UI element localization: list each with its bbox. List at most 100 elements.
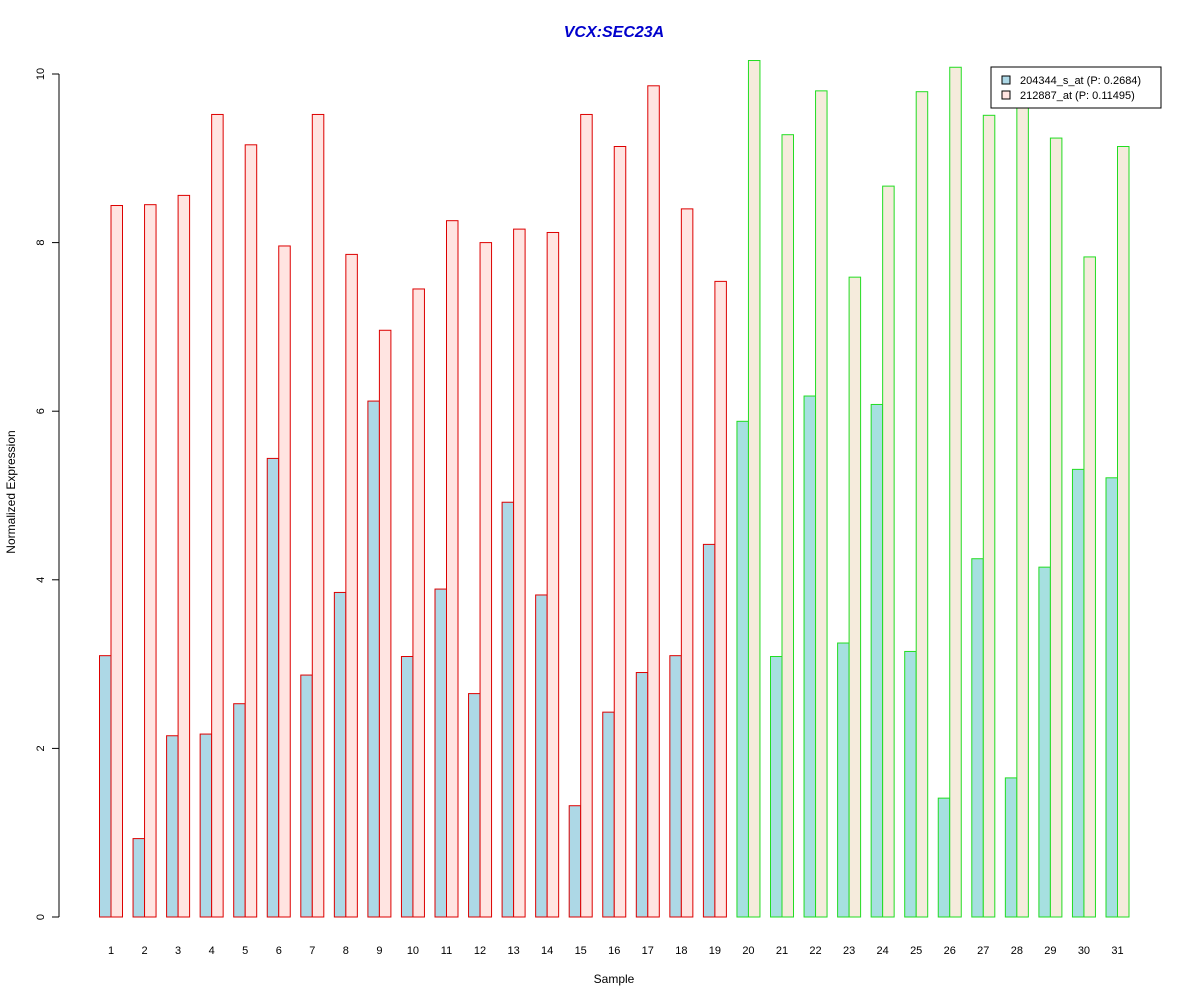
x-tick-label: 30 <box>1078 945 1090 957</box>
bar-series1-sample-18 <box>669 655 682 918</box>
bar-series1-sample-22 <box>803 395 817 918</box>
x-tick-label: 3 <box>175 945 181 957</box>
bar-series1-sample-5 <box>233 703 246 918</box>
x-tick-label: 22 <box>809 945 821 957</box>
bar-series2-sample-23 <box>848 276 862 918</box>
bar-series1-sample-7 <box>300 674 313 918</box>
bar-series2-sample-22 <box>815 90 828 918</box>
x-tick-label: 5 <box>242 945 248 957</box>
bar-series2-sample-6 <box>278 245 291 918</box>
bar-series1-sample-17 <box>635 672 649 918</box>
bar-series1-sample-20 <box>736 420 749 918</box>
x-tick-label: 29 <box>1044 945 1056 957</box>
y-tick-label: 8 <box>35 240 47 246</box>
bar-series2-sample-4 <box>211 113 224 918</box>
bar-series1-sample-30 <box>1071 468 1085 918</box>
bar-series1-sample-14 <box>535 594 548 918</box>
bar-series2-sample-2 <box>144 204 157 918</box>
legend-swatch-series1 <box>1001 75 1011 85</box>
bar-series2-sample-29 <box>1049 137 1063 918</box>
y-tick-label: 2 <box>35 745 47 751</box>
bar-series2-sample-13 <box>513 228 526 918</box>
bar-series2-sample-11 <box>446 220 459 918</box>
y-tick-label: 4 <box>35 577 47 583</box>
bar-series2-sample-14 <box>546 231 560 918</box>
bar-series1-sample-10 <box>400 656 414 918</box>
legend-label-series2: 212887_at (P: 0.11495) <box>1020 90 1135 102</box>
bar-series1-sample-1 <box>99 655 112 918</box>
x-tick-label: 17 <box>642 945 654 957</box>
bar-series1-sample-6 <box>266 457 280 918</box>
x-tick-label: 4 <box>209 945 215 957</box>
bar-series2-sample-8 <box>345 253 358 918</box>
bar-series1-sample-24 <box>870 403 884 918</box>
bar-series2-sample-20 <box>747 60 761 918</box>
legend-box <box>990 66 1162 109</box>
x-tick-label: 31 <box>1111 945 1123 957</box>
x-tick-label: 11 <box>441 945 452 957</box>
bar-series1-sample-11 <box>434 588 447 918</box>
x-tick-label: 6 <box>276 945 282 957</box>
x-tick-label: 15 <box>575 945 587 957</box>
bar-series2-sample-9 <box>378 329 392 918</box>
bar-series2-sample-15 <box>580 113 593 918</box>
x-axis-label: Sample <box>594 972 635 986</box>
bar-series2-sample-17 <box>647 85 660 918</box>
legend: 204344_s_at (P: 0.2684) 212887_at (P: 0.1… <box>990 66 1162 109</box>
x-tick-label: 18 <box>675 945 687 957</box>
bar-series2-sample-24 <box>882 185 895 918</box>
x-tick-label: 14 <box>541 945 553 957</box>
bar-series1-sample-29 <box>1038 566 1051 918</box>
x-tick-label: 2 <box>141 945 147 957</box>
bar-series1-sample-3 <box>166 735 179 918</box>
legend-swatch-series2 <box>1001 90 1011 100</box>
x-tick-label: 12 <box>474 945 486 957</box>
chart-title: VCX:SEC23A <box>564 24 664 41</box>
x-tick-label: 16 <box>608 945 620 957</box>
bar-series1-sample-27 <box>971 558 984 918</box>
bar-series1-sample-23 <box>837 642 850 918</box>
y-tick-label: 0 <box>35 914 47 920</box>
bar-series2-sample-19 <box>714 280 727 918</box>
y-axis-label: Normalized Expression <box>4 430 18 553</box>
bar-series2-sample-26 <box>949 66 962 918</box>
bar-series1-sample-16 <box>602 711 615 918</box>
bar-series1-sample-4 <box>199 733 213 918</box>
bar-series1-sample-28 <box>1004 777 1018 918</box>
x-tick-label: 20 <box>742 945 754 957</box>
bar-series2-sample-1 <box>110 205 123 918</box>
bar-series2-sample-30 <box>1083 256 1096 918</box>
x-tick-label: 19 <box>709 945 721 957</box>
x-tick-label: 9 <box>376 945 382 957</box>
bar-series1-sample-2 <box>132 838 146 918</box>
bar-series1-sample-13 <box>501 501 515 918</box>
x-tick-label: 27 <box>977 945 989 957</box>
bar-series1-sample-31 <box>1105 477 1118 918</box>
x-tick-label: 1 <box>108 945 114 957</box>
x-tick-label: 7 <box>309 945 315 957</box>
bar-series2-sample-27 <box>982 114 996 918</box>
bars-layer <box>99 60 1130 918</box>
legend-label-series1: 204344_s_at (P: 0.2684) <box>1020 75 1141 87</box>
bar-series2-sample-5 <box>244 144 258 918</box>
x-tick-label: 8 <box>343 945 349 957</box>
bar-series2-sample-31 <box>1117 146 1130 918</box>
bar-series2-sample-3 <box>177 194 191 918</box>
bar-series2-sample-28 <box>1016 107 1029 918</box>
x-tick-label: 24 <box>877 945 889 957</box>
bar-series1-sample-12 <box>468 693 481 918</box>
x-tick-label: 25 <box>910 945 922 957</box>
y-axis: 0 2 4 6 8 10 <box>35 68 60 920</box>
bar-series2-sample-10 <box>412 288 425 918</box>
x-tick-label: 28 <box>1011 945 1023 957</box>
bar-series2-sample-18 <box>680 208 694 918</box>
x-tick-label: 26 <box>944 945 956 957</box>
y-tick-label: 6 <box>35 408 47 414</box>
bar-series1-sample-25 <box>904 650 917 918</box>
x-tick-label: 21 <box>776 945 788 957</box>
bar-series1-sample-8 <box>333 591 347 918</box>
bar-series2-sample-16 <box>613 146 627 918</box>
x-tick-label: 13 <box>507 945 519 957</box>
